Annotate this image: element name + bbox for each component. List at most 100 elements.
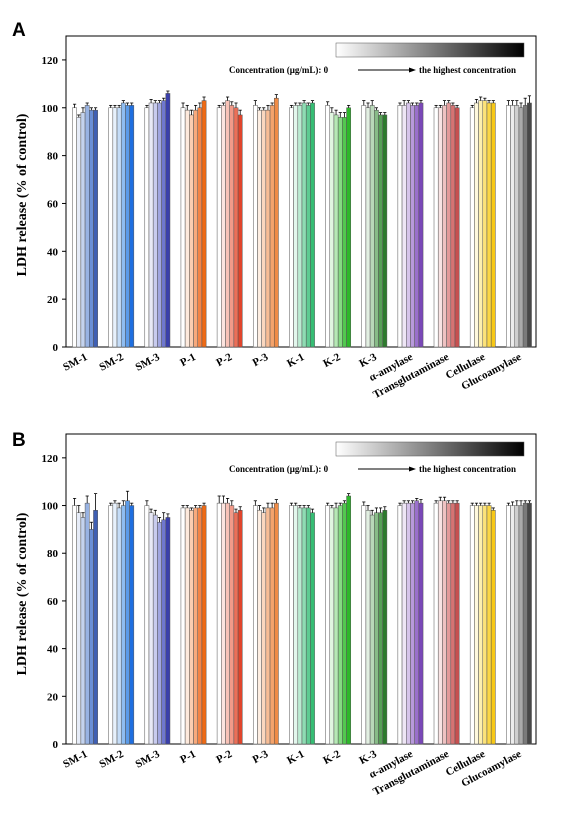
bar bbox=[446, 502, 452, 745]
bar bbox=[433, 502, 439, 745]
bar bbox=[76, 117, 82, 348]
bar bbox=[401, 502, 407, 745]
bar bbox=[490, 510, 496, 745]
legend-gradient-bar bbox=[335, 441, 525, 457]
bar bbox=[482, 100, 488, 348]
bar bbox=[189, 510, 194, 745]
bar bbox=[365, 107, 371, 348]
bar bbox=[293, 505, 299, 745]
bar bbox=[518, 107, 524, 348]
category-label: P-1 bbox=[178, 351, 198, 369]
y-tick-label: 40 bbox=[47, 644, 59, 656]
bar bbox=[305, 105, 311, 348]
bar bbox=[442, 500, 447, 745]
bar bbox=[310, 102, 315, 348]
legend-text-right: the highest concentration bbox=[419, 65, 516, 75]
bar bbox=[454, 107, 460, 348]
bar bbox=[397, 505, 403, 745]
y-tick-label: 80 bbox=[47, 548, 59, 560]
bar bbox=[361, 505, 367, 745]
bar bbox=[120, 102, 126, 348]
bar bbox=[161, 100, 167, 348]
bar bbox=[152, 514, 158, 745]
bar bbox=[108, 107, 114, 348]
bar bbox=[342, 117, 347, 348]
legend-text-left: Concentration (μg/mL): 0 bbox=[229, 65, 329, 75]
y-tick-label: 120 bbox=[42, 55, 59, 67]
category-label: K-3 bbox=[357, 351, 379, 370]
bar bbox=[510, 105, 515, 348]
bar bbox=[474, 102, 479, 348]
y-tick-label: 100 bbox=[42, 501, 59, 513]
bar bbox=[157, 521, 162, 745]
bar bbox=[116, 507, 122, 745]
bar bbox=[446, 102, 452, 348]
category-label: SM-2 bbox=[97, 748, 126, 771]
bar bbox=[325, 505, 331, 745]
bar bbox=[189, 114, 194, 348]
bar bbox=[527, 502, 532, 745]
panel-b-letter: B bbox=[12, 430, 26, 451]
bar bbox=[216, 107, 222, 348]
bar bbox=[257, 109, 262, 348]
bar bbox=[382, 510, 388, 745]
category-label: P-2 bbox=[214, 748, 234, 766]
bar bbox=[216, 502, 222, 745]
bar bbox=[374, 512, 379, 745]
bar bbox=[269, 507, 275, 745]
panel-a-ylabel: LDH release (% of control) bbox=[15, 113, 30, 276]
bar bbox=[257, 510, 262, 745]
category-label: SM-1 bbox=[61, 748, 89, 771]
bar bbox=[265, 109, 271, 348]
bar bbox=[342, 502, 347, 745]
bar bbox=[482, 505, 488, 745]
y-tick-label: 100 bbox=[42, 103, 59, 115]
bar bbox=[433, 107, 439, 348]
category-label: SM-2 bbox=[97, 351, 126, 374]
bar bbox=[325, 105, 331, 348]
bar bbox=[469, 505, 475, 745]
category-label: SM-1 bbox=[61, 351, 89, 374]
bar bbox=[369, 105, 375, 348]
bar bbox=[152, 102, 158, 348]
bar bbox=[474, 505, 479, 745]
bar bbox=[125, 500, 130, 745]
category-label: P-2 bbox=[214, 351, 234, 369]
bar bbox=[229, 505, 235, 745]
bar bbox=[522, 502, 528, 745]
y-tick-label: 120 bbox=[42, 453, 59, 465]
legend-text-left: Concentration (μg/mL): 0 bbox=[229, 464, 329, 474]
bar bbox=[112, 107, 118, 348]
bar bbox=[506, 505, 511, 745]
bar bbox=[252, 505, 258, 745]
y-tick-label: 40 bbox=[47, 246, 59, 258]
bar bbox=[265, 507, 271, 745]
bar bbox=[406, 502, 411, 745]
bar bbox=[510, 505, 515, 745]
bar bbox=[225, 100, 230, 348]
panel-a-plot: 0 20 40 60 80 100 120 SM-1 SM-2 SM-3 P-1 P-2 P-3 K-1 K… bbox=[42, 35, 537, 401]
bar bbox=[229, 105, 235, 348]
bar bbox=[369, 514, 375, 745]
bar bbox=[478, 505, 484, 745]
bar bbox=[72, 107, 77, 348]
bar bbox=[437, 107, 443, 348]
legend-gradient-bar bbox=[335, 42, 525, 58]
panel-a-letter: A bbox=[12, 20, 26, 41]
category-label: P-3 bbox=[251, 748, 271, 766]
legend-arrow-head bbox=[409, 466, 416, 472]
bar bbox=[89, 109, 94, 348]
bar bbox=[289, 505, 294, 745]
bar bbox=[201, 505, 207, 745]
category-label: K-1 bbox=[285, 748, 306, 767]
bar bbox=[161, 519, 167, 745]
bar bbox=[93, 510, 98, 745]
y-tick-label: 0 bbox=[53, 739, 59, 751]
bar bbox=[361, 105, 367, 348]
category-label: K-3 bbox=[357, 748, 379, 767]
bar bbox=[410, 105, 415, 348]
bar bbox=[165, 517, 171, 745]
bar bbox=[84, 502, 90, 745]
bar bbox=[329, 507, 335, 745]
bar bbox=[406, 102, 411, 348]
